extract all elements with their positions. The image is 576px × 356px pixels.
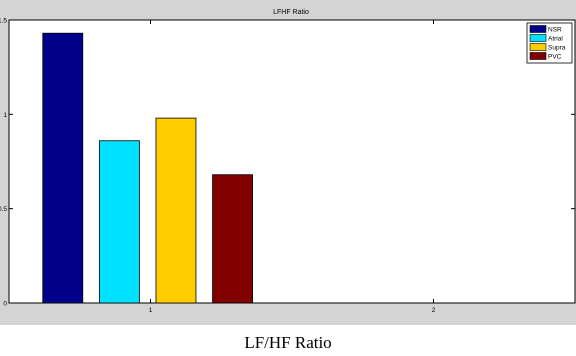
axes-background [9,20,575,303]
legend-swatch-nsr [529,25,547,33]
plot-area: 0 0.5 1 1.5 1 2 [0,18,576,314]
legend-swatch-pvc [529,52,547,60]
legend: NSR Atrial Supra PVC [526,22,573,64]
y-tick-label: 1.5 [0,18,7,25]
bar-pvc [212,174,253,304]
y-tick-label: 1 [3,112,7,119]
legend-label-atrial: Atrial [548,36,563,43]
chart-title: LFHF Ratio [273,9,309,16]
legend-label-nsr: NSR [548,27,562,34]
bar-nsr [42,32,84,304]
bar-atrial [98,140,140,304]
legend-label-supra: Supra [548,45,566,52]
figure-caption: LF/HF Ratio [244,333,332,352]
axes-frame [8,19,576,304]
legend-swatch-supra [529,43,547,51]
lfhf-bar-chart: LFHF Ratio 0 0.5 1 1.5 1 2 NSR Atrial Supra PVC [0,0,576,325]
legend-swatch-atrial [529,34,547,42]
y-tick-label: 0 [3,301,7,308]
x-tick-label: 1 [149,307,153,314]
legend-label-pvc: PVC [548,54,562,61]
x-tick-label: 2 [432,307,436,314]
bar-supra [155,117,197,304]
y-tick-label: 0.5 [0,206,7,213]
